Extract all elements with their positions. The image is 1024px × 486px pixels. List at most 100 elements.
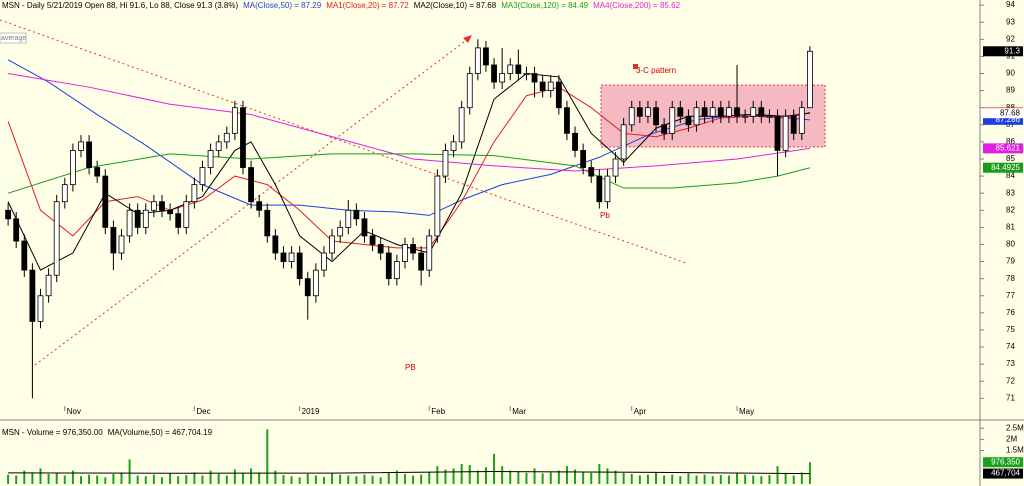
volume-bar (23, 470, 26, 484)
volume-bar (387, 472, 390, 484)
candle-body (555, 81, 562, 109)
moving-average (8, 471, 810, 475)
note: average (1, 35, 26, 42)
volume-bar (784, 473, 787, 484)
candle-body (491, 64, 497, 83)
candle-body (709, 107, 716, 117)
volume-bar (282, 475, 285, 484)
candle-body (142, 209, 149, 228)
volume-bar (800, 472, 803, 484)
candle-body (167, 209, 173, 215)
volume-bar (460, 463, 463, 484)
value-badge-label: 84.4925 (991, 163, 1020, 172)
volume-bar (792, 475, 795, 484)
header: MSN - Volume = 976,350.00 MA(Volume,50) =… (2, 428, 213, 437)
candle-body (345, 209, 352, 228)
volume-bar (258, 472, 261, 484)
volume-bar (63, 475, 66, 484)
candle-body (701, 107, 708, 117)
value-badge (983, 108, 1023, 119)
volume-bar (646, 474, 649, 484)
value-badge (983, 114, 1023, 125)
y-tick-label: 80 (1006, 240, 1015, 249)
candle-body (531, 73, 538, 83)
candle-body (369, 235, 376, 245)
volume-bar (152, 474, 155, 484)
candle-body (377, 244, 384, 254)
candle-body (337, 226, 344, 237)
candle-body (199, 167, 206, 186)
candle-body (596, 175, 603, 203)
volume-bar (71, 470, 74, 484)
candle-body (426, 235, 433, 271)
header-item: MA(Volume,50) = 467,704.19 (108, 428, 213, 437)
candle-body (118, 235, 125, 254)
candle-body (588, 167, 595, 177)
candle-body (483, 47, 489, 66)
y-tick-label: 89 (1006, 86, 1015, 95)
volume-bar (574, 469, 577, 484)
y-tick-label: 2M (1006, 434, 1017, 443)
volume-bar (468, 465, 471, 484)
x-tick-label: Feb (431, 407, 445, 416)
candle-body (329, 235, 335, 254)
candle-body (726, 107, 732, 117)
volume-bar (322, 476, 325, 484)
candle-body (677, 107, 684, 117)
volume-bar (112, 473, 115, 484)
candle-body (750, 107, 757, 117)
volume-bar (201, 475, 204, 484)
y-tick-label: 76 (1006, 308, 1015, 317)
candle-body (53, 201, 60, 276)
y-tick-label: 71 (1006, 393, 1015, 402)
candle-body (150, 201, 157, 211)
candle-body (790, 115, 797, 134)
candle-body (572, 132, 578, 151)
volume-bar (671, 474, 674, 484)
y-tick-label: 93 (1006, 17, 1015, 26)
volume-bar (509, 470, 512, 484)
candle-body (612, 158, 619, 177)
annotation: 3-C pattern (636, 66, 676, 75)
volume-bar (233, 469, 236, 484)
volume-bar (250, 468, 253, 484)
volume-bar (598, 463, 601, 484)
candle-body (442, 150, 449, 177)
candle-body (61, 184, 68, 203)
volume-bar (331, 472, 334, 484)
candle-body (215, 141, 222, 151)
candle-body (523, 73, 530, 75)
y-tick-label: 82 (1006, 205, 1015, 214)
volume-bar (7, 474, 10, 484)
volume-bar (687, 473, 690, 484)
candle-body (434, 175, 441, 237)
y-tick-label: 1.5M (1006, 446, 1024, 455)
header-item: MA2(Close,10) = 87.68 (414, 1, 497, 10)
volume-bar (15, 475, 18, 484)
value-badge (983, 46, 1023, 57)
volume-bar (55, 472, 58, 484)
volume-bar (663, 475, 666, 484)
candle-body (223, 132, 230, 143)
candle-body (499, 73, 506, 83)
x-tick-label: Apr (634, 407, 647, 416)
volume-bar (525, 472, 528, 484)
candle-body (539, 81, 546, 92)
volume-bar (209, 470, 212, 484)
volume-bar (703, 474, 706, 484)
volume-bar (760, 476, 763, 484)
volume-bar (217, 473, 220, 484)
volume-bar (444, 469, 447, 484)
volume-bar (622, 472, 625, 484)
volume-bar (630, 473, 633, 484)
candle-body (240, 107, 246, 168)
pattern-marker (633, 64, 638, 69)
candle-body (669, 107, 676, 134)
candle-body (110, 226, 117, 254)
volume-bar (655, 472, 658, 484)
volume-bar (582, 471, 585, 484)
volume-bar (47, 473, 50, 484)
volume-bar (493, 453, 496, 484)
